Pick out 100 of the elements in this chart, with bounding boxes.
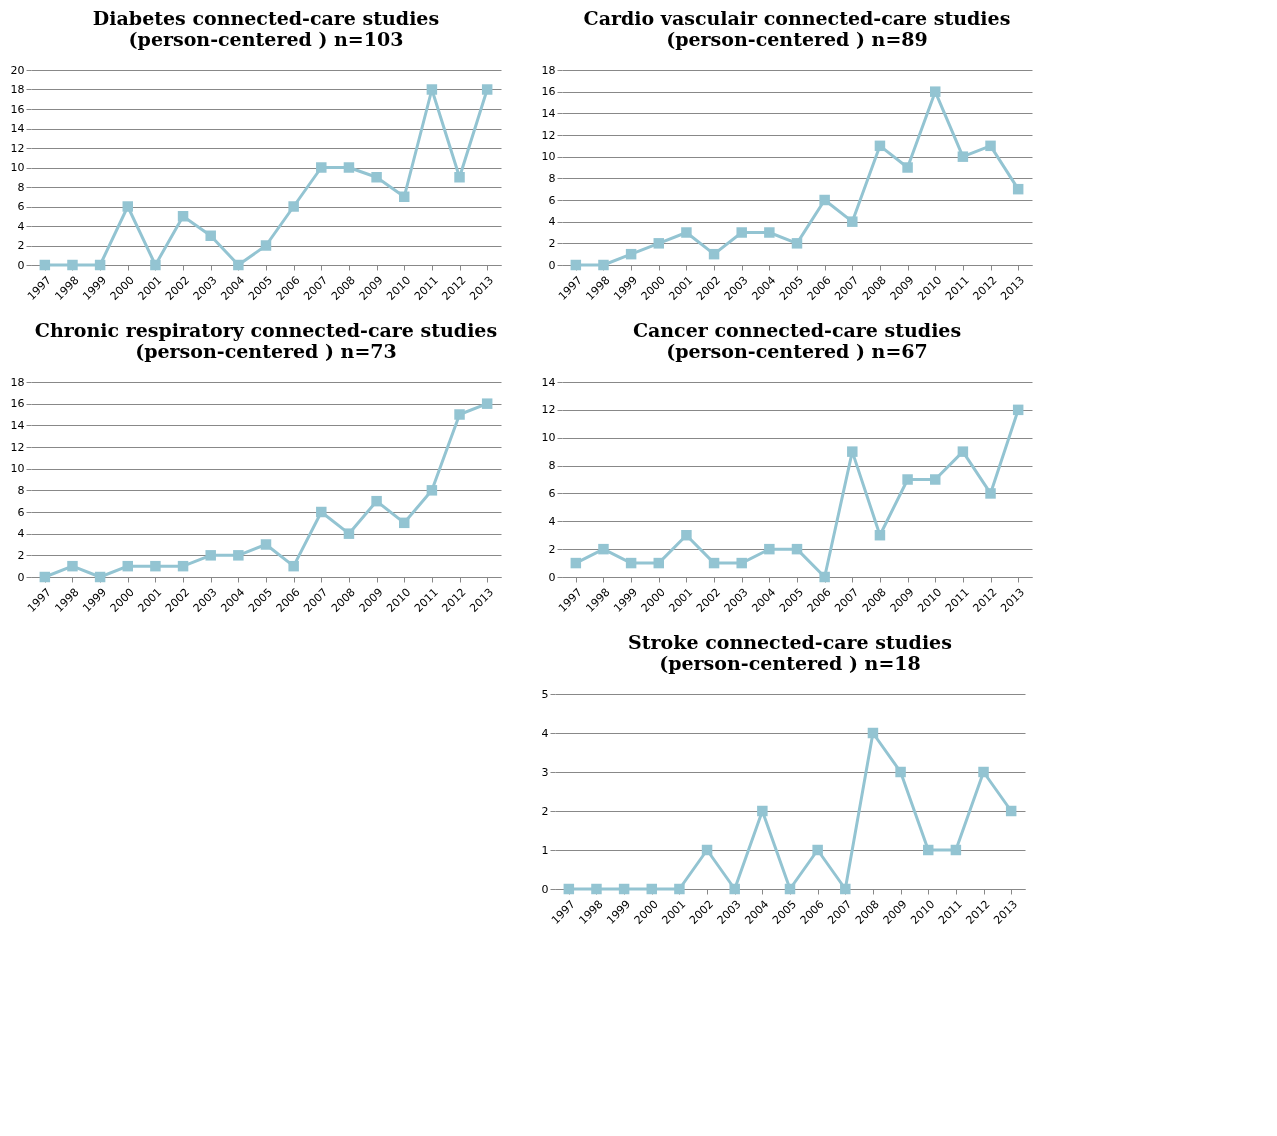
y-tick-label: 0 bbox=[17, 570, 25, 584]
y-tick-label: 4 bbox=[17, 219, 25, 233]
y-tick-label: 8 bbox=[17, 180, 25, 194]
y-tick-label: 5 bbox=[541, 687, 549, 701]
y-tick-label: 18 bbox=[10, 375, 25, 389]
point bbox=[1005, 805, 1017, 817]
chart-title: Cardio vasculair connected-care studies (person-centered ) n=89 bbox=[583, 7, 1011, 50]
point bbox=[625, 248, 637, 260]
point bbox=[371, 495, 382, 507]
y-tick-label: 2 bbox=[17, 239, 25, 252]
point bbox=[840, 883, 851, 895]
y-tick-label: 6 bbox=[17, 505, 25, 519]
y-tick-label: 10 bbox=[541, 431, 556, 445]
point bbox=[681, 529, 692, 541]
point bbox=[957, 151, 969, 162]
point bbox=[784, 883, 796, 895]
point bbox=[122, 560, 134, 572]
point bbox=[791, 543, 803, 555]
point bbox=[233, 550, 244, 561]
point bbox=[343, 162, 355, 173]
point bbox=[481, 84, 493, 95]
y-tick-label: 4 bbox=[548, 514, 556, 528]
y-tick-label: 4 bbox=[17, 527, 25, 541]
point bbox=[847, 216, 858, 227]
y-tick-label: 0 bbox=[548, 570, 556, 584]
point bbox=[260, 539, 272, 550]
y-tick-label: 8 bbox=[17, 483, 25, 497]
point bbox=[426, 84, 438, 95]
chart-title: Chronic respiratory connected-care studies (person-centered ) n=73 bbox=[34, 319, 498, 362]
y-tick-label: 18 bbox=[10, 83, 25, 96]
point bbox=[874, 529, 886, 541]
point bbox=[902, 474, 913, 485]
point bbox=[288, 201, 299, 212]
point bbox=[819, 571, 830, 583]
point bbox=[316, 162, 327, 173]
point bbox=[481, 398, 493, 409]
point bbox=[729, 883, 740, 895]
point bbox=[1012, 404, 1024, 416]
point bbox=[398, 517, 410, 529]
point bbox=[39, 571, 51, 583]
y-tick-label: 2 bbox=[17, 548, 25, 562]
point bbox=[736, 557, 747, 569]
point bbox=[950, 844, 962, 856]
point bbox=[902, 162, 913, 173]
point bbox=[653, 238, 665, 249]
point bbox=[625, 557, 637, 569]
point bbox=[343, 528, 355, 539]
y-tick-label: 6 bbox=[17, 200, 25, 213]
y-tick-label: 12 bbox=[10, 141, 25, 155]
y-tick-label: 8 bbox=[548, 171, 556, 185]
y-tick-label: 0 bbox=[17, 258, 25, 272]
point bbox=[570, 259, 582, 271]
point bbox=[177, 211, 189, 222]
point bbox=[646, 883, 658, 895]
y-tick-label: 14 bbox=[541, 375, 556, 389]
point bbox=[978, 766, 989, 778]
point bbox=[653, 557, 665, 569]
point bbox=[67, 560, 78, 572]
point bbox=[205, 230, 216, 241]
y-tick-label: 16 bbox=[541, 85, 556, 99]
y-tick-label: 2 bbox=[548, 542, 556, 556]
point bbox=[563, 883, 575, 895]
y-tick-label: 6 bbox=[548, 486, 556, 500]
point bbox=[316, 506, 327, 518]
point bbox=[260, 240, 272, 251]
y-tick-label: 10 bbox=[10, 462, 25, 476]
point bbox=[39, 259, 51, 271]
y-tick-label: 20 bbox=[10, 63, 25, 77]
y-tick-label: 18 bbox=[541, 63, 556, 77]
point bbox=[757, 805, 768, 817]
y-tick-label: 14 bbox=[541, 106, 556, 120]
point bbox=[847, 446, 858, 457]
point bbox=[150, 560, 161, 572]
point bbox=[205, 550, 216, 561]
y-tick-label: 12 bbox=[10, 440, 25, 454]
y-tick-label: 1 bbox=[541, 843, 549, 857]
point bbox=[371, 172, 382, 183]
point bbox=[985, 140, 996, 152]
y-tick-label: 4 bbox=[541, 726, 549, 740]
point bbox=[94, 571, 106, 583]
point bbox=[598, 543, 609, 555]
point bbox=[701, 844, 713, 856]
point bbox=[122, 201, 134, 212]
y-tick-label: 2 bbox=[541, 804, 549, 818]
y-tick-label: 12 bbox=[541, 403, 556, 417]
point bbox=[708, 557, 720, 569]
y-tick-label: 14 bbox=[10, 122, 25, 135]
point bbox=[94, 259, 106, 271]
point bbox=[867, 727, 879, 739]
point bbox=[618, 883, 630, 895]
y-tick-label: 10 bbox=[10, 161, 25, 174]
y-tick-label: 8 bbox=[548, 459, 556, 473]
y-tick-label: 14 bbox=[10, 418, 25, 432]
point bbox=[874, 140, 886, 152]
point bbox=[736, 227, 747, 238]
y-tick-label: 0 bbox=[541, 882, 549, 896]
point bbox=[398, 191, 410, 202]
point bbox=[454, 172, 465, 183]
point bbox=[929, 86, 941, 97]
chart-title: Diabetes connected-care studies (person-centered ) n=103 bbox=[92, 7, 440, 50]
